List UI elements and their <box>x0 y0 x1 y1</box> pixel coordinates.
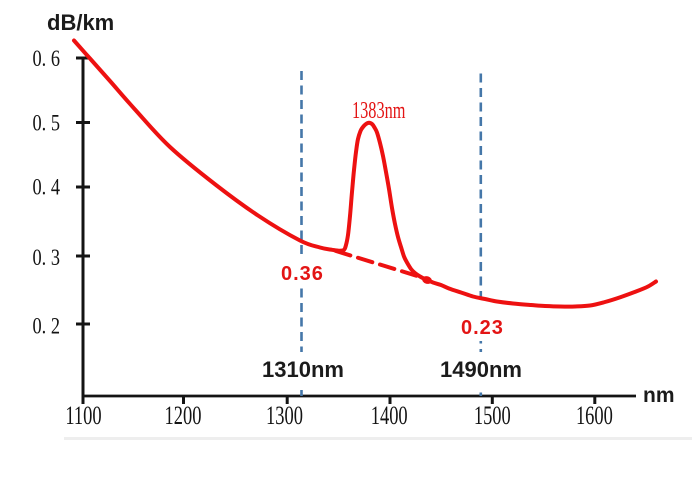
svg-text:0.23: 0.23 <box>461 317 504 339</box>
svg-text:0.36: 0.36 <box>281 263 324 285</box>
svg-text:0. 3: 0. 3 <box>33 244 60 271</box>
svg-text:0. 4: 0. 4 <box>33 173 61 200</box>
svg-text:1383nm: 1383nm <box>352 98 406 124</box>
svg-text:1600: 1600 <box>576 401 613 430</box>
svg-text:1400: 1400 <box>371 401 408 430</box>
svg-text:1200: 1200 <box>165 401 202 430</box>
svg-text:1490nm: 1490nm <box>440 357 522 382</box>
svg-text:0. 2: 0. 2 <box>33 312 60 339</box>
svg-text:1310nm: 1310nm <box>262 357 344 382</box>
svg-text:1500: 1500 <box>474 401 511 430</box>
svg-text:dB/km: dB/km <box>47 10 114 35</box>
svg-text:0. 5: 0. 5 <box>33 109 60 136</box>
svg-text:0. 6: 0. 6 <box>33 45 60 72</box>
svg-text:1300: 1300 <box>266 401 303 430</box>
svg-text:1100: 1100 <box>65 401 101 430</box>
svg-text:nm: nm <box>643 384 675 407</box>
